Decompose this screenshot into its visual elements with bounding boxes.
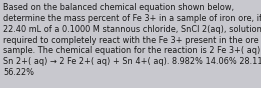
Text: Based on the balanced chemical equation shown below,
determine the mass percent : Based on the balanced chemical equation … xyxy=(3,3,261,77)
